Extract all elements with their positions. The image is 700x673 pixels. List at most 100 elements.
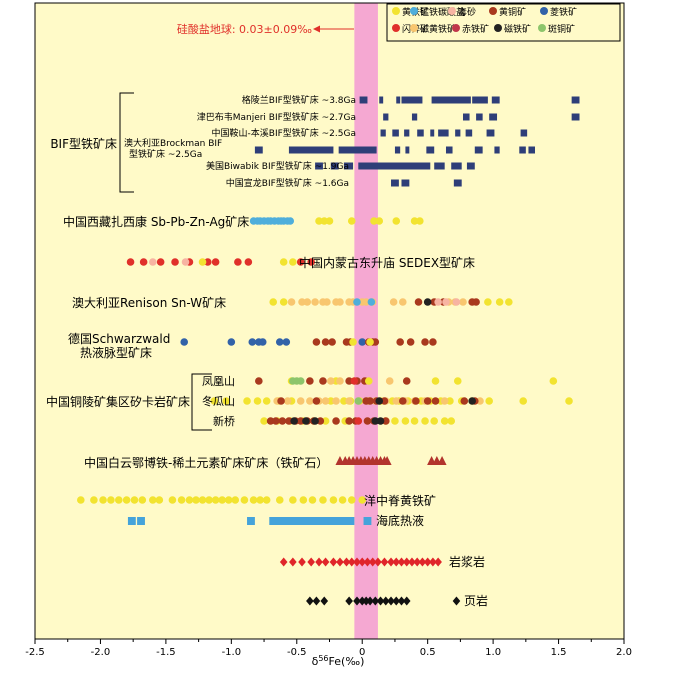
bif-row-label: 澳大利亚Brockman BIF [124, 137, 222, 149]
bif-bracket [119, 92, 134, 193]
bayan-triangle [382, 456, 392, 465]
point-pyrite [416, 217, 424, 225]
point-pyrite [505, 298, 513, 306]
point-cinnabar [452, 298, 461, 306]
bif-bar [491, 96, 500, 104]
point-chalcopyrite [278, 417, 287, 425]
point-siderite [358, 338, 367, 346]
point-pyrrhotite [283, 397, 292, 405]
legend-marker-cinnabar [448, 7, 456, 15]
point-pyrrhotite [398, 298, 407, 306]
legend-label-hematite: 赤铁矿 [462, 23, 489, 35]
mor-pyrite-point [308, 496, 317, 504]
bif-bar [489, 113, 498, 121]
bif-bar [466, 162, 475, 170]
bayan-triangle [437, 456, 447, 465]
mor-pyrite-point [319, 496, 327, 504]
mor-pyrite-point [240, 496, 249, 504]
dot-row-label: 冬瓜山 [202, 394, 235, 408]
x-tick-label: 1.0 [485, 647, 501, 658]
bif-bar [472, 96, 488, 104]
point-sphalerite [126, 258, 135, 266]
point-pyrite [364, 377, 373, 385]
bif-bar [394, 146, 401, 154]
point-sphalerite [171, 258, 179, 266]
legend-marker-sphalerite [392, 24, 400, 32]
point-pyrite [549, 377, 558, 385]
point-chalcopyrite [316, 417, 325, 425]
shale-diamond [320, 596, 329, 606]
tongling-group-label: 中国铜陵矿集区矽卡岩矿床 [46, 394, 190, 409]
point-pyrrhotite [336, 298, 344, 306]
mor-pyrite-point [90, 496, 98, 504]
point-chalcopyrite [328, 338, 336, 346]
point-pyrite [260, 417, 268, 425]
mor-pyrite-point [99, 496, 107, 504]
point-pyrrhotite [362, 298, 370, 306]
point-pyrite [431, 377, 440, 385]
point-pyrrhotite [303, 298, 312, 306]
bif-bar [396, 96, 401, 104]
mor-pyrite-point [192, 496, 200, 504]
bif-bar [571, 113, 580, 121]
legend-label-chalcopyrite: 黄铜矿 [499, 6, 526, 18]
legend-marker-chalcopyrite [489, 7, 497, 15]
shale-diamond [376, 596, 385, 606]
point-chalcopyrite [285, 417, 293, 425]
point-siderite [180, 338, 189, 346]
bif-bar [417, 129, 424, 137]
magmatic-diamond [387, 557, 395, 567]
point-chalcopyrite [306, 377, 314, 385]
point-pyrite [262, 397, 271, 405]
bif-row-label: 型铁矿床 ~2.5Ga [129, 148, 202, 160]
magmatic-diamond [418, 557, 427, 567]
magmatic-diamond [289, 557, 297, 567]
point-pyrite [325, 217, 334, 225]
bif-bar [451, 162, 462, 170]
point-cinnabar [149, 258, 157, 266]
point-pyrite [410, 217, 419, 225]
point-magnetite [423, 298, 432, 306]
magmatic-diamond [434, 557, 442, 567]
magmatic-diamond [329, 557, 338, 567]
bif-bar [379, 96, 384, 104]
point-chalcopyrite [272, 417, 280, 425]
point-chalcopyrite [277, 397, 285, 405]
point-pyrite [370, 217, 378, 225]
point-chalcopyrite [312, 338, 321, 346]
dot-row-label: 新桥 [213, 414, 235, 428]
point-sphalerite [307, 258, 315, 266]
point-pyrite [410, 417, 419, 425]
bif-bar [438, 129, 449, 137]
point-cinnabar [442, 298, 450, 306]
bif-bar [445, 146, 453, 154]
shale-diamond [366, 596, 374, 606]
point-pyrite [430, 417, 439, 425]
mor-pyrite-label: 洋中脊黄铁矿 [364, 493, 436, 508]
bif-bar [474, 146, 483, 154]
bif-bar [288, 146, 334, 154]
magmatic-diamond [307, 557, 315, 567]
point-rhodochrosite [353, 298, 361, 306]
point-chalcopyrite [319, 377, 327, 385]
bif-bar [494, 146, 500, 154]
point-siderite [282, 338, 291, 346]
mor-pyrite-point [185, 496, 194, 504]
shale-diamond [381, 596, 390, 606]
shale-diamond [353, 596, 361, 606]
point-chalcopyrite [296, 417, 305, 425]
point-pyrite [327, 397, 335, 405]
point-chalcopyrite [414, 298, 423, 306]
magmatic-diamond [374, 557, 382, 567]
point-rhodochrosite [286, 217, 295, 225]
point-pyrrhotite [323, 298, 331, 306]
bif-bar [338, 146, 377, 154]
point-siderite [227, 338, 236, 346]
bif-bar [476, 113, 483, 121]
point-siderite [248, 338, 257, 346]
mor-pyrite-point [205, 496, 213, 504]
point-chalcopyrite [332, 417, 340, 425]
shale-diamond [452, 596, 461, 606]
point-sphalerite [244, 258, 253, 266]
hydrothermal-bar [127, 517, 136, 525]
